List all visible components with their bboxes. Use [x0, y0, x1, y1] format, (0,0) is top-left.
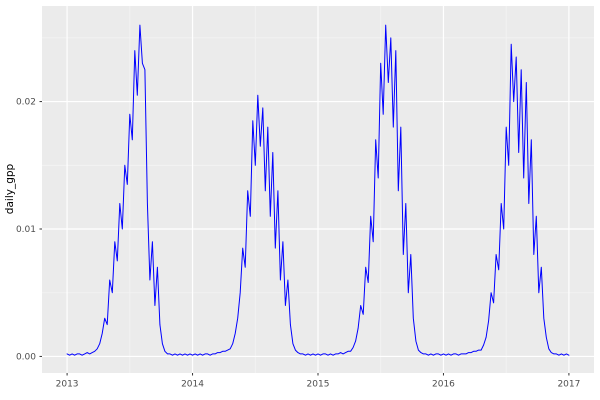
x-axis-tick-labels: 2013 2014 2015 2016 2017: [56, 380, 581, 390]
x-tick-label: 2015: [307, 380, 330, 390]
axis-tick-marks: [39, 101, 570, 376]
y-tick-label: 0.00: [16, 352, 36, 362]
data-line: [66, 24, 570, 356]
y-axis-title: daily_gpp: [4, 163, 16, 214]
y-tick-label: 0.01: [16, 225, 36, 235]
y-axis-tick-labels: 0.00 0.01 0.02: [16, 98, 36, 363]
x-tick-label: 2017: [557, 380, 580, 390]
y-tick-label: 0.02: [16, 98, 36, 108]
major-gridlines: [42, 6, 594, 373]
x-tick-label: 2013: [56, 380, 79, 390]
x-tick-label: 2014: [181, 380, 204, 390]
x-tick-label: 2016: [432, 380, 455, 390]
